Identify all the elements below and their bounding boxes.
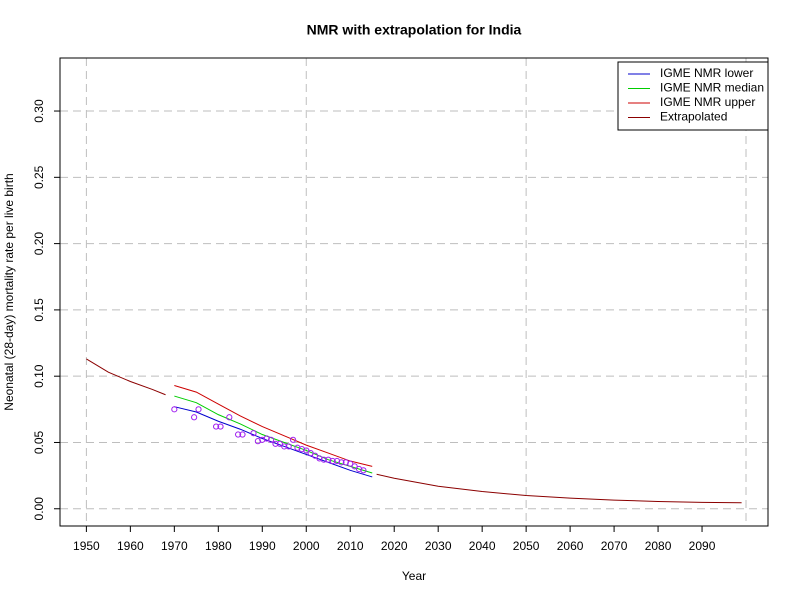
data-point [307, 449, 314, 457]
legend-label: IGME NMR lower [660, 66, 753, 80]
data-point [217, 423, 224, 430]
data-point [351, 463, 358, 470]
data-point [267, 436, 275, 443]
data-point [250, 430, 257, 437]
data-point [360, 467, 367, 474]
x-tick-label: 1970 [161, 539, 188, 553]
x-tick-label: 2040 [469, 539, 496, 553]
x-tick-label: 2070 [601, 539, 628, 553]
legend-box [617, 61, 769, 131]
data-point [289, 436, 297, 443]
y-tick-label: 0.25 [32, 165, 46, 189]
x-tick-label: 2090 [689, 539, 716, 553]
data-point [239, 431, 246, 438]
data-point [281, 443, 288, 450]
x-tick-label: 1990 [249, 539, 276, 553]
data-point [320, 456, 327, 463]
y-tick-label: 0.05 [32, 430, 46, 454]
data-point [303, 447, 310, 454]
x-tick-label: 2050 [513, 539, 540, 553]
x-tick-label: 2060 [557, 539, 584, 553]
y-axis-label: Neonatal (28-day) mortality rate per liv… [2, 173, 16, 410]
data-point [191, 414, 198, 421]
data-point [311, 452, 319, 459]
y-tick-label: 0.20 [32, 232, 46, 256]
y-tick-label: 0.15 [32, 298, 46, 322]
x-tick-label: 1960 [117, 539, 144, 553]
y-tick-label: 0.10 [32, 364, 46, 388]
data-point [171, 406, 178, 413]
x-tick-label: 2010 [337, 539, 364, 553]
series-line [86, 358, 742, 504]
data-point [347, 460, 354, 467]
legend-label: IGME NMR median [660, 81, 764, 95]
data-point [234, 431, 242, 438]
data-point [329, 457, 336, 465]
y-tick-label: 0.00 [32, 497, 46, 521]
chart-title: NMR with extrapolation for India [307, 22, 522, 38]
legend-label: IGME NMR upper [660, 95, 755, 109]
data-point [285, 443, 292, 450]
x-tick-label: 1950 [73, 539, 100, 553]
data-point [226, 414, 233, 421]
x-tick-label: 2020 [381, 539, 408, 553]
x-tick-label: 2030 [425, 539, 452, 553]
data-point [276, 440, 283, 447]
data-point [272, 440, 279, 447]
plot-border [59, 57, 769, 527]
legend-label: Extrapolated [660, 110, 727, 124]
x-tick-label: 2000 [293, 539, 320, 553]
x-axis-label: Year [402, 569, 426, 583]
series-line [174, 384, 373, 467]
x-tick-label: 1980 [205, 539, 232, 553]
x-tick-label: 2080 [645, 539, 672, 553]
data-point [338, 459, 345, 466]
data-point [213, 423, 220, 430]
y-tick-label: 0.30 [32, 99, 46, 123]
data-point [195, 406, 202, 413]
